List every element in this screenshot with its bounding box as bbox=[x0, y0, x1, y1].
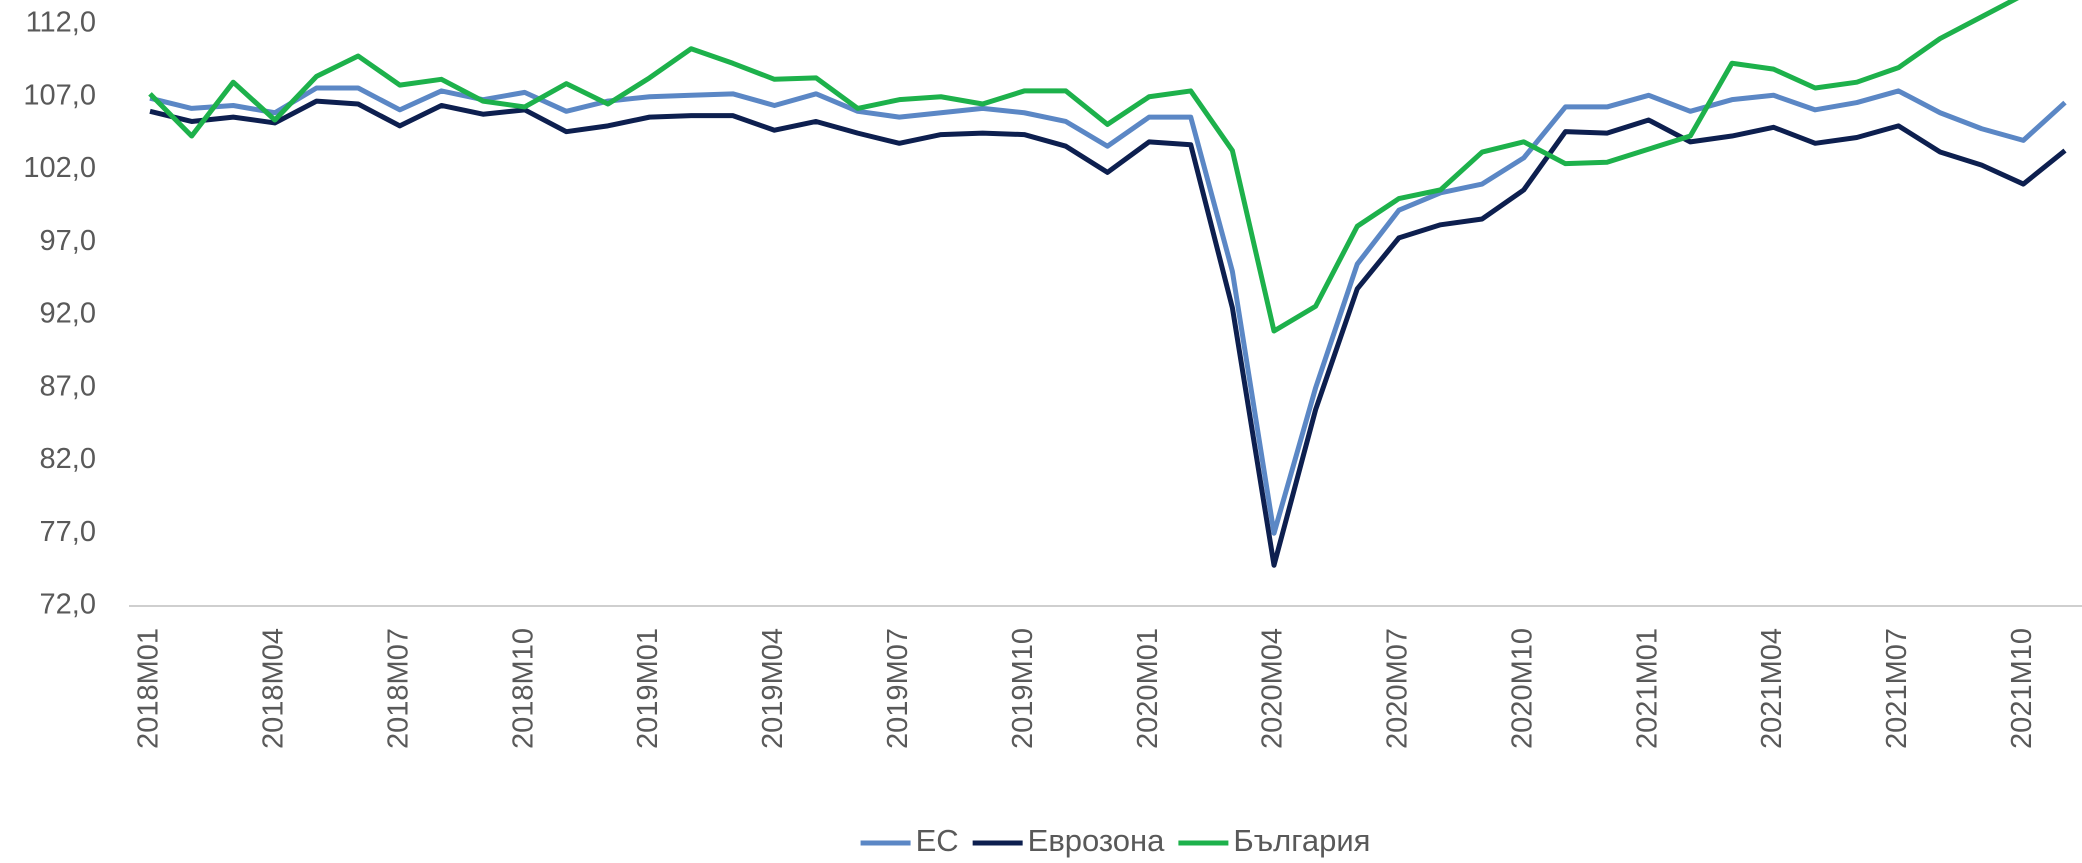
x-tick-label: 2020M07 bbox=[1382, 628, 1414, 749]
series-line bbox=[148, 0, 2020, 334]
legend-label: Еврозона bbox=[1028, 823, 1166, 858]
x-tick-label: 2019M04 bbox=[757, 628, 789, 749]
x-tick-label: 2019M10 bbox=[1007, 628, 1039, 749]
y-tick-label: 97,0 bbox=[40, 225, 96, 257]
y-tick-label: 107,0 bbox=[23, 79, 96, 111]
x-tick-label: 2021M10 bbox=[2006, 628, 2038, 749]
y-tick-label: 82,0 bbox=[40, 443, 96, 475]
x-tick-label: 2019M07 bbox=[882, 628, 914, 749]
y-tick-label: 102,0 bbox=[23, 152, 96, 184]
legend: ЕС Еврозона България bbox=[860, 823, 1370, 858]
x-tick-label: 2019M01 bbox=[632, 628, 664, 749]
x-tick-label: 2020M10 bbox=[1506, 628, 1538, 749]
y-tick-label: 112,0 bbox=[26, 7, 96, 39]
x-tick-label: 2021M07 bbox=[1881, 628, 1913, 749]
x-tick-label: 2020M01 bbox=[1132, 628, 1164, 749]
legend-label: ЕС bbox=[916, 823, 959, 858]
series-line bbox=[149, 98, 2067, 568]
x-tick-label: 2018M01 bbox=[133, 628, 165, 749]
y-tick-label: 92,0 bbox=[40, 298, 96, 330]
y-tick-label: 77,0 bbox=[40, 516, 96, 548]
x-tick-label: 2018M10 bbox=[507, 628, 539, 749]
x-tick-label: 2018M07 bbox=[382, 628, 414, 749]
legend-label: България bbox=[1233, 823, 1370, 858]
x-tick-label: 2021M01 bbox=[1631, 628, 1663, 749]
x-tick-label: 2020M04 bbox=[1257, 628, 1289, 749]
series-line bbox=[149, 85, 2067, 536]
x-tick-label: 2018M04 bbox=[258, 628, 290, 749]
y-tick-label: 72,0 bbox=[40, 589, 96, 621]
x-tick-label: 2021M04 bbox=[1756, 628, 1788, 749]
y-tick-label: 87,0 bbox=[40, 370, 96, 402]
